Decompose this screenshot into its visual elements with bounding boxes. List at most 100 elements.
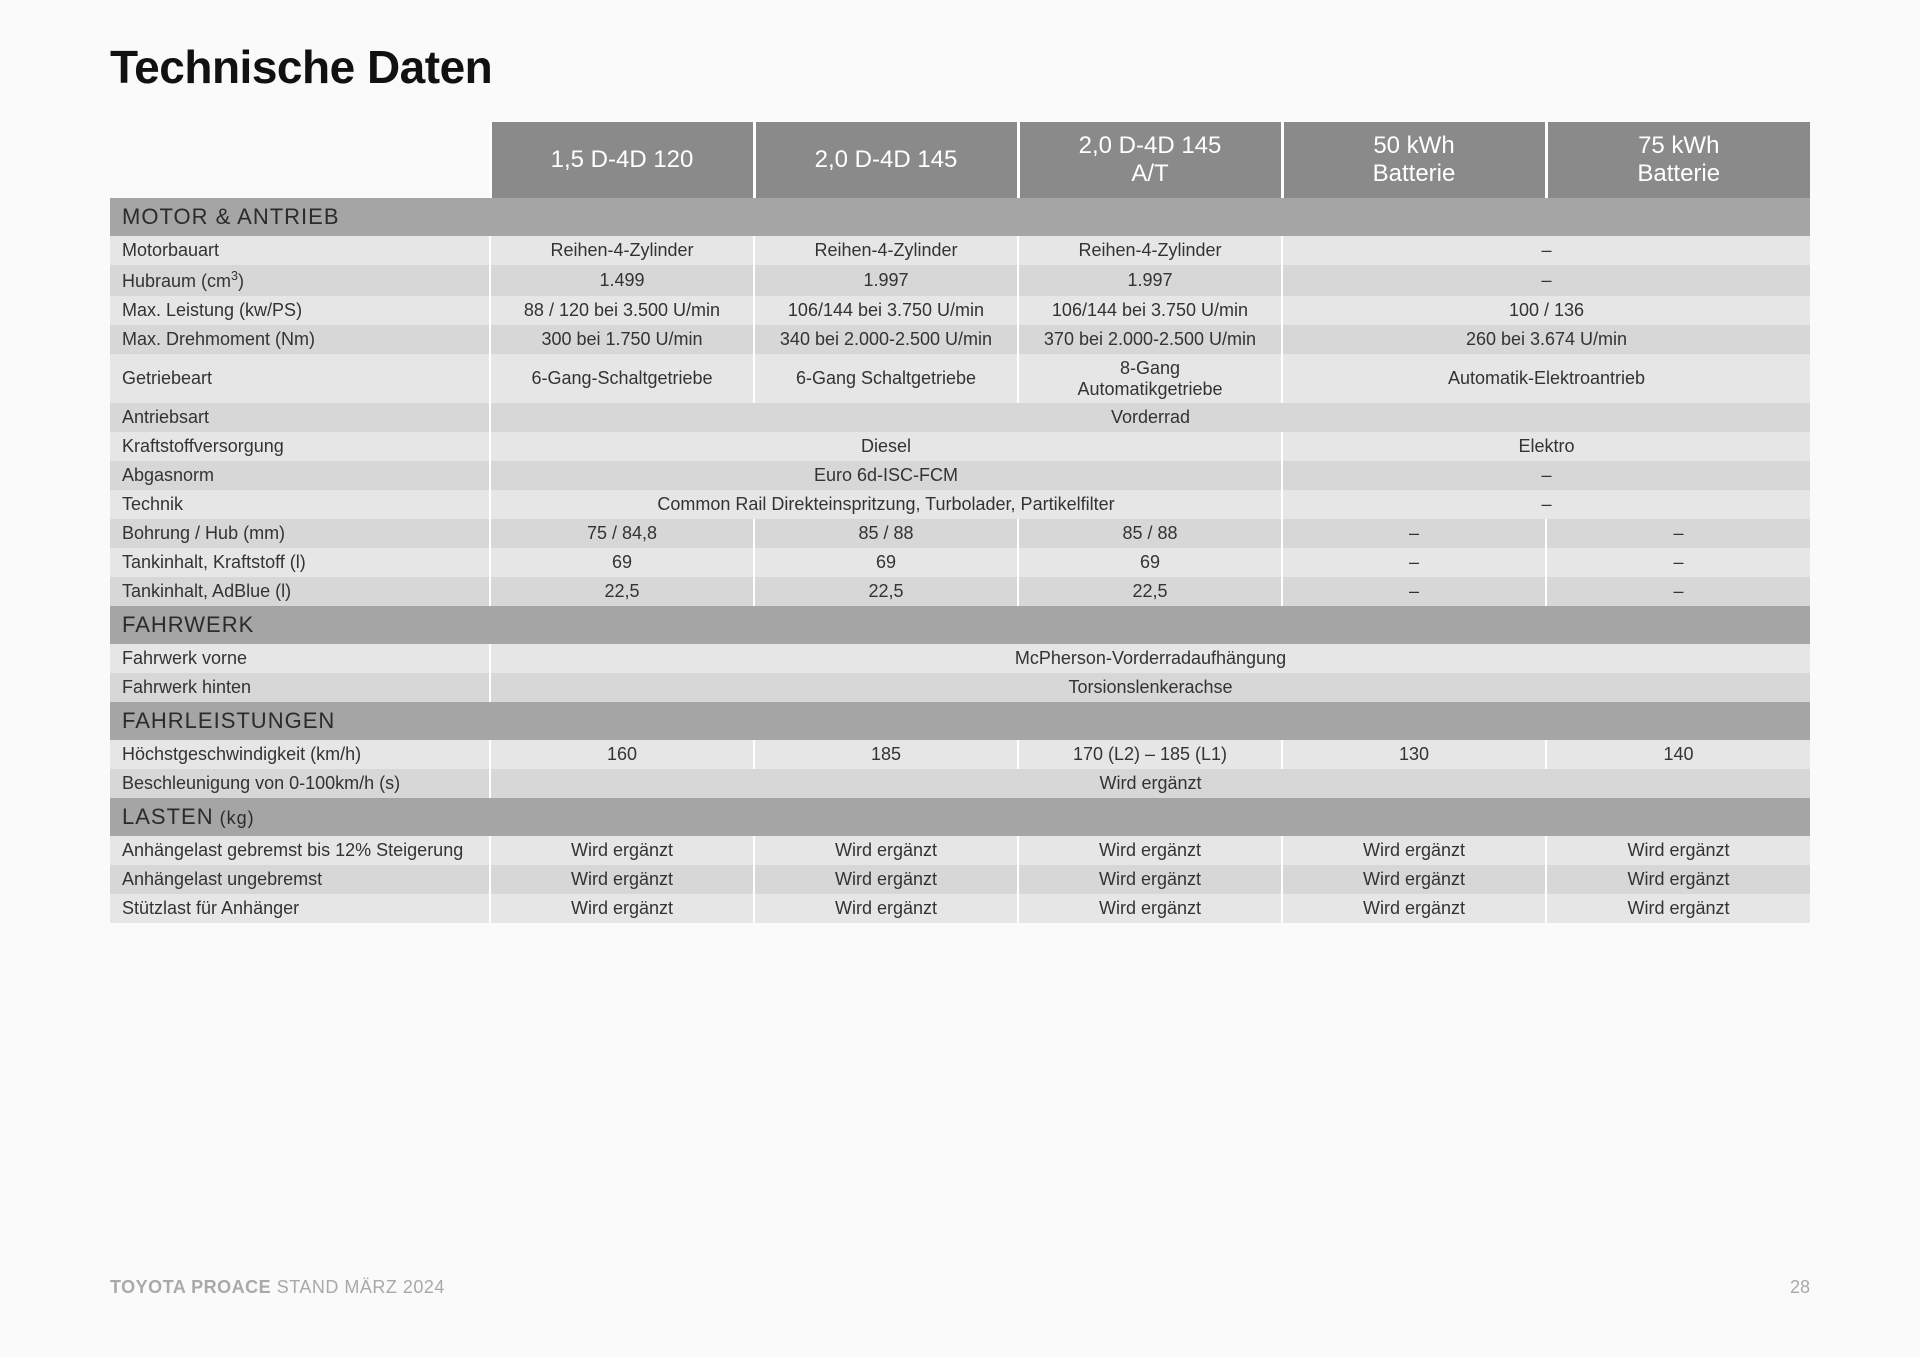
table-body: MOTOR & ANTRIEBMotorbauart Reihen-4-Zylin…	[110, 198, 1810, 923]
cell: 130	[1282, 740, 1546, 769]
row-label: Anhängelast gebremst bis 12% Steigerung	[110, 836, 490, 865]
cell: Wird ergänzt	[754, 865, 1018, 894]
cell: Wird ergänzt	[490, 836, 754, 865]
row-label: Tankinhalt, AdBlue (l)	[110, 577, 490, 606]
cell: 100 / 136	[1282, 296, 1810, 325]
table-row: AbgasnormEuro 6d-ISC-FCM–	[110, 461, 1810, 490]
cell: Wird ergänzt	[754, 894, 1018, 923]
section-header: FAHRWERK	[110, 606, 1810, 644]
table-row: Stützlast für AnhängerWird ergänztWird e…	[110, 894, 1810, 923]
row-label: Beschleunigung von 0-100km/h (s)	[110, 769, 490, 798]
cell: 69	[754, 548, 1018, 577]
row-label: Fahrwerk hinten	[110, 673, 490, 702]
variant-header: 1,5 D-4D 120	[490, 122, 754, 198]
cell: Wird ergänzt	[490, 865, 754, 894]
cell: 106/144 bei 3.750 U/min	[754, 296, 1018, 325]
cell: –	[1282, 236, 1810, 265]
footer-rest: STAND MÄRZ 2024	[271, 1277, 445, 1297]
cell: 8-GangAutomatikgetriebe	[1018, 354, 1282, 403]
table-row: Hubraum (cm3)1.4991.9971.997–	[110, 265, 1810, 296]
variant-header: 50 kWhBatterie	[1282, 122, 1546, 198]
cell: Wird ergänzt	[1018, 865, 1282, 894]
cell: Reihen-4-Zylinder	[754, 236, 1018, 265]
table-row: Getriebeart6-Gang-Schaltgetriebe6-Gang S…	[110, 354, 1810, 403]
page: Technische Daten 1,5 D-4D 1202,0 D-4D 14…	[0, 0, 1920, 1358]
cell: Diesel	[490, 432, 1282, 461]
cell: 1.499	[490, 265, 754, 296]
cell: 85 / 88	[754, 519, 1018, 548]
row-label: Stützlast für Anhänger	[110, 894, 490, 923]
row-label: Hubraum (cm3)	[110, 265, 490, 296]
cell: Elektro	[1282, 432, 1810, 461]
cell: Wird ergänzt	[490, 894, 754, 923]
table-row: Anhängelast ungebremstWird ergänztWird e…	[110, 865, 1810, 894]
table-row: Fahrwerk hintenTorsionslenkerachse	[110, 673, 1810, 702]
row-label: Höchstgeschwindigkeit (km/h)	[110, 740, 490, 769]
cell: –	[1282, 519, 1546, 548]
cell: Wird ergänzt	[1282, 836, 1546, 865]
row-label: Abgasnorm	[110, 461, 490, 490]
row-label: Getriebeart	[110, 354, 490, 403]
table-head: 1,5 D-4D 1202,0 D-4D 1452,0 D-4D 145A/T5…	[110, 122, 1810, 198]
table-row: Anhängelast gebremst bis 12% SteigerungW…	[110, 836, 1810, 865]
cell: 1.997	[754, 265, 1018, 296]
cell: Wird ergänzt	[490, 769, 1810, 798]
section-header: FAHRLEISTUNGEN	[110, 702, 1810, 740]
cell: Vorderrad	[490, 403, 1810, 432]
cell: Wird ergänzt	[1546, 865, 1810, 894]
cell: 260 bei 3.674 U/min	[1282, 325, 1810, 354]
table-row: TechnikCommon Rail Direkteinspritzung, T…	[110, 490, 1810, 519]
cell: 185	[754, 740, 1018, 769]
row-label: Tankinhalt, Kraftstoff (l)	[110, 548, 490, 577]
table-row: Motorbauart Reihen-4-ZylinderReihen-4-Zyl…	[110, 236, 1810, 265]
table-row: Max. Drehmoment (Nm)300 bei 1.750 U/min3…	[110, 325, 1810, 354]
spec-table: 1,5 D-4D 1202,0 D-4D 1452,0 D-4D 145A/T5…	[110, 122, 1810, 923]
cell: Torsionslenkerachse	[490, 673, 1810, 702]
cell: Automatik-Elektroantrieb	[1282, 354, 1810, 403]
table-row: Beschleunigung von 0-100km/h (s)Wird erg…	[110, 769, 1810, 798]
section-header: MOTOR & ANTRIEB	[110, 198, 1810, 236]
variant-header: 2,0 D-4D 145	[754, 122, 1018, 198]
cell: 85 / 88	[1018, 519, 1282, 548]
table-row: AntriebsartVorderrad	[110, 403, 1810, 432]
cell: 170 (L2) – 185 (L1)	[1018, 740, 1282, 769]
variant-header: 75 kWhBatterie	[1546, 122, 1810, 198]
cell: Reihen-4-Zylinder	[1018, 236, 1282, 265]
row-label: Kraftstoffversorgung	[110, 432, 490, 461]
cell: Wird ergänzt	[1018, 836, 1282, 865]
cell: 340 bei 2.000-2.500 U/min	[754, 325, 1018, 354]
cell: 160	[490, 740, 754, 769]
page-title: Technische Daten	[110, 40, 1810, 94]
cell: 6-Gang Schaltgetriebe	[754, 354, 1018, 403]
cell: McPherson-Vorderradaufhängung	[490, 644, 1810, 673]
cell: 69	[1018, 548, 1282, 577]
section-header: LASTEN (kg)	[110, 798, 1810, 836]
cell: Wird ergänzt	[1018, 894, 1282, 923]
footer: TOYOTA PROACE STAND MÄRZ 2024	[110, 1277, 445, 1298]
row-label: Bohrung / Hub (mm)	[110, 519, 490, 548]
cell: Common Rail Direkteinspritzung, Turbolad…	[490, 490, 1282, 519]
cell: Wird ergänzt	[1282, 865, 1546, 894]
cell: 300 bei 1.750 U/min	[490, 325, 754, 354]
cell: 370 bei 2.000-2.500 U/min	[1018, 325, 1282, 354]
cell: –	[1546, 519, 1810, 548]
table-row: KraftstoffversorgungDieselElektro	[110, 432, 1810, 461]
table-row: Tankinhalt, AdBlue (l)22,522,522,5––	[110, 577, 1810, 606]
row-label: Fahrwerk vorne	[110, 644, 490, 673]
cell: –	[1282, 548, 1546, 577]
cell: 75 / 84,8	[490, 519, 754, 548]
table-row: Max. Leistung (kw/PS)88 / 120 bei 3.500 …	[110, 296, 1810, 325]
variant-header: 2,0 D-4D 145A/T	[1018, 122, 1282, 198]
cell: 140	[1546, 740, 1810, 769]
cell: Wird ergänzt	[754, 836, 1018, 865]
cell: Wird ergänzt	[1282, 894, 1546, 923]
row-label: Technik	[110, 490, 490, 519]
table-row: Bohrung / Hub (mm)75 / 84,885 / 8885 / 8…	[110, 519, 1810, 548]
row-label: Motorbauart	[110, 236, 490, 265]
cell: 88 / 120 bei 3.500 U/min	[490, 296, 754, 325]
cell: 6-Gang-Schaltgetriebe	[490, 354, 754, 403]
row-label: Max. Leistung (kw/PS)	[110, 296, 490, 325]
cell: Euro 6d-ISC-FCM	[490, 461, 1282, 490]
cell: 22,5	[490, 577, 754, 606]
cell: 22,5	[754, 577, 1018, 606]
